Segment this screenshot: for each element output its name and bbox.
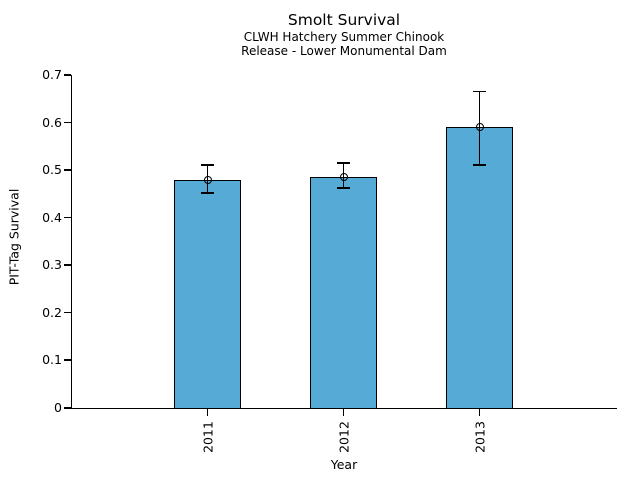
y-tick-label: 0.2 bbox=[42, 304, 62, 320]
bar bbox=[310, 177, 377, 409]
y-tick-label: 0.7 bbox=[42, 67, 62, 82]
error-bar-cap-bottom bbox=[473, 164, 486, 166]
point-marker bbox=[203, 175, 212, 184]
bar bbox=[174, 179, 241, 409]
error-bar-cap-top bbox=[337, 162, 350, 164]
chart-subtitle-line2: Release - Lower Monumental Dam bbox=[241, 44, 447, 58]
error-bar-cap-top bbox=[473, 90, 486, 93]
x-axis-tick bbox=[206, 409, 209, 416]
error-bar-cap-bottom bbox=[337, 187, 350, 189]
y-axis-tick bbox=[64, 74, 71, 76]
chart-title: Smolt Survival bbox=[287, 11, 401, 29]
y-axis-tick bbox=[64, 311, 71, 314]
y-axis-tick bbox=[64, 169, 71, 171]
y-tick-label: 0.3 bbox=[42, 257, 62, 272]
x-tick-label: 2011 bbox=[200, 421, 215, 453]
x-axis-label: Year bbox=[330, 457, 358, 472]
y-tick-label: 0.1 bbox=[42, 352, 62, 367]
chart-subtitle-line1: CLWH Hatchery Summer Chinook bbox=[243, 30, 445, 44]
y-tick-label: 0.5 bbox=[42, 162, 62, 177]
y-axis-tick bbox=[64, 264, 71, 266]
x-tick-label: 2013 bbox=[472, 421, 487, 453]
y-axis-tick bbox=[64, 359, 71, 361]
point-marker bbox=[475, 123, 484, 132]
x-axis-tick bbox=[342, 409, 345, 416]
point-marker bbox=[339, 173, 348, 182]
error-bar-cap-top bbox=[201, 164, 214, 166]
x-tick-label: 2012 bbox=[336, 421, 351, 453]
y-tick-label: 0 bbox=[54, 399, 62, 415]
y-axis-line bbox=[70, 75, 72, 409]
bar bbox=[446, 127, 513, 409]
y-axis-tick bbox=[64, 216, 71, 219]
y-axis-tick bbox=[64, 121, 71, 124]
y-axis-tick bbox=[64, 406, 71, 409]
y-tick-label: 0.6 bbox=[42, 114, 62, 130]
y-tick-label: 0.4 bbox=[42, 209, 62, 225]
x-axis-tick bbox=[478, 409, 481, 416]
error-bar-cap-bottom bbox=[201, 192, 214, 194]
